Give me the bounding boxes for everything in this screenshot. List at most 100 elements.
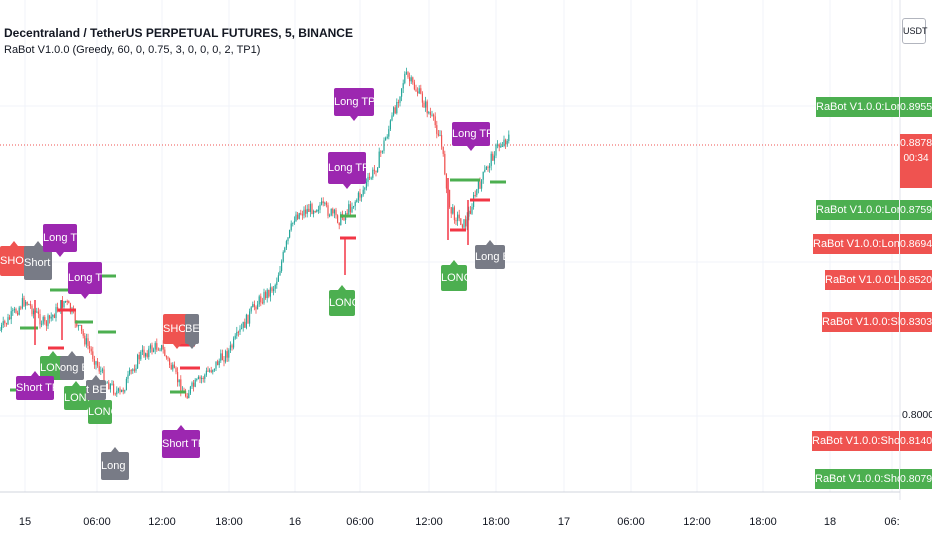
candle-body <box>396 102 398 114</box>
candle-body <box>418 88 420 94</box>
candle-body <box>343 217 345 221</box>
candle-body <box>111 383 113 385</box>
candle-body <box>93 359 95 365</box>
candle-body <box>388 129 390 137</box>
symbol-title[interactable]: Decentraland / TetherUS PERPETUAL FUTURE… <box>4 26 353 40</box>
signal-tag[interactable]: LONG <box>64 386 88 410</box>
candle-body <box>164 349 166 356</box>
signal-tag[interactable]: Long TP 2 <box>334 88 374 116</box>
signal-tag[interactable]: BE <box>185 314 199 344</box>
candle-body <box>361 194 363 198</box>
signal-tag[interactable]: Long TP 1 <box>68 262 102 294</box>
candle-body <box>375 170 377 173</box>
candle-body <box>465 219 467 227</box>
signal-tag[interactable]: SHORT <box>0 246 28 276</box>
current-price-box: 0.8878 00:34 <box>900 134 932 188</box>
candle-body <box>423 102 425 108</box>
candle-body <box>292 222 294 224</box>
candle-body <box>501 145 503 147</box>
candle-body <box>188 393 190 399</box>
candle-body <box>329 215 331 217</box>
candle-body <box>237 331 239 333</box>
candle-body <box>68 301 70 304</box>
candle-body <box>380 151 382 153</box>
candle-body <box>444 153 446 175</box>
level-price: 0.8520 <box>900 270 932 290</box>
candle-body <box>436 125 438 134</box>
candle-body <box>121 389 123 393</box>
indicator-legend[interactable]: RaBot V1.0.0 (Greedy, 60, 0, 0.75, 3, 0,… <box>4 44 261 56</box>
candle-body <box>169 358 171 366</box>
candle-body <box>485 166 487 170</box>
candle-body <box>356 199 358 202</box>
time-label: 06:00 <box>617 516 645 528</box>
candle-body <box>100 370 102 372</box>
candle-body <box>193 382 195 387</box>
currency-button[interactable]: USDT <box>902 18 928 44</box>
candle-body <box>505 139 507 145</box>
candle-body <box>202 377 204 379</box>
candle-body <box>506 140 508 145</box>
candle-body <box>57 307 59 312</box>
tag-pointer <box>34 241 42 246</box>
candle-body <box>172 364 174 370</box>
candle-body <box>113 383 115 394</box>
signal-tag[interactable]: Long TP 1 <box>43 224 77 252</box>
candle-body <box>281 261 283 271</box>
signal-tag[interactable]: LONG <box>329 290 355 316</box>
signal-tag[interactable]: Long BE <box>475 245 505 269</box>
candle-body <box>221 353 223 361</box>
level-label: RaBot V1.0.0:Short TP 1 <box>815 469 899 489</box>
candle-body <box>245 314 247 328</box>
tag-pointer <box>92 375 100 380</box>
candle-body <box>394 107 396 114</box>
candle-body <box>346 213 348 215</box>
candle-body <box>449 189 451 208</box>
candle-body <box>137 354 139 369</box>
candle-body <box>442 146 444 154</box>
candle-body <box>81 324 83 331</box>
candle-body <box>309 203 311 212</box>
signal-tag[interactable]: LONG <box>441 265 467 291</box>
level-price: 0.8079 <box>900 469 932 489</box>
candle-body <box>357 192 359 200</box>
candle-body <box>428 112 430 114</box>
candle-body <box>431 114 433 116</box>
candle-body <box>285 241 287 248</box>
signal-tag[interactable]: ong BE <box>60 356 84 380</box>
tag-pointer <box>72 381 80 386</box>
signal-tag[interactable]: Long SL <box>101 452 129 480</box>
tag-pointer <box>68 351 76 356</box>
tag-pointer <box>173 344 181 349</box>
candle-body <box>391 115 393 121</box>
candle-body <box>482 171 484 180</box>
signal-tag[interactable]: Long TP 1 <box>328 152 366 184</box>
candle-body <box>101 369 103 371</box>
candle-body <box>25 301 27 306</box>
candle-body <box>330 208 332 216</box>
candle-body <box>231 345 233 348</box>
candle-body <box>186 395 188 399</box>
candle-body <box>508 134 510 141</box>
level-price: 0.8140 <box>900 431 932 451</box>
signal-tag[interactable]: Long TP 1 <box>452 122 490 146</box>
level-markers <box>10 178 506 394</box>
candle-body <box>85 338 87 345</box>
candle-body <box>279 270 281 276</box>
candle-body <box>55 307 57 319</box>
candle-body <box>351 207 353 213</box>
candle-body <box>133 369 135 371</box>
signal-tag[interactable]: t BE <box>86 380 106 400</box>
candle-body <box>244 321 246 328</box>
signal-tag[interactable]: Short TP 1 <box>162 430 200 458</box>
candle-body <box>9 317 11 320</box>
signal-tag[interactable]: LONG <box>88 400 112 424</box>
candle-body <box>47 315 49 327</box>
candle-body <box>261 302 263 304</box>
candle-body <box>282 252 284 262</box>
signal-tag[interactable]: Short TP 1 <box>16 376 54 400</box>
candle-body <box>353 206 355 208</box>
candle-body <box>170 365 172 370</box>
time-label: 12:00 <box>683 516 711 528</box>
